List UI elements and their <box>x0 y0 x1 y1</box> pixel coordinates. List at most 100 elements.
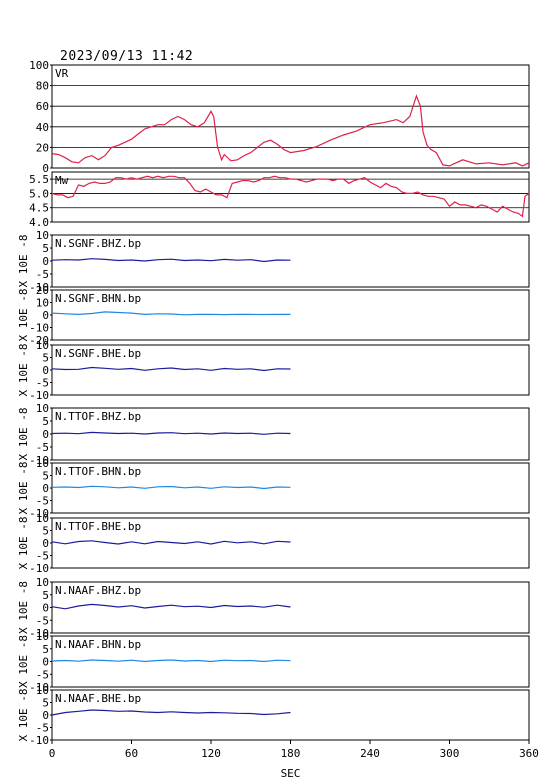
y-axis-label-sgnf-bhn: X 10E -8 <box>17 289 30 342</box>
y-tick-label: 10 <box>36 402 49 415</box>
x-tick-label: 300 <box>440 747 460 760</box>
y-axis-label-naaf-bhn: X 10E -8 <box>17 635 30 688</box>
y-tick-label: 5 <box>42 415 49 428</box>
panel-label-ttof-bhz: N.TTOF.BHZ.bp <box>55 410 141 423</box>
y-tick-label: 80 <box>36 80 49 93</box>
y-axis-label-naaf-bhe: X 10E -8 <box>17 689 30 742</box>
panel-label-mw: Mw <box>55 174 69 187</box>
y-tick-label: 10 <box>36 684 49 697</box>
y-tick-label: 10 <box>36 457 49 470</box>
x-tick-label: 60 <box>125 747 138 760</box>
y-tick-label: -5 <box>36 614 49 627</box>
y-tick-label: -10 <box>29 562 49 575</box>
y-tick-label: 10 <box>36 576 49 589</box>
series-line-sgnf-bhe <box>51 366 291 372</box>
series-line-vr <box>51 94 530 167</box>
y-tick-label: 5.5 <box>29 173 49 186</box>
series-line-sgnf-bhn <box>51 311 291 316</box>
y-tick-label: -10 <box>29 627 49 640</box>
y-tick-label: 10 <box>36 512 49 525</box>
panels: 100806040200VR5.55.04.54.0Mw1050-5-10N.S… <box>17 59 530 747</box>
y-tick-label: 40 <box>36 121 49 134</box>
y-tick-label: 5 <box>42 470 49 483</box>
series-line-naaf-bhn <box>51 659 291 663</box>
series-line-mw <box>51 175 530 218</box>
x-tick-label: 240 <box>360 747 380 760</box>
panel-label-sgnf-bhz: N.SGNF.BHZ.bp <box>55 237 141 250</box>
series-line-ttof-bhn <box>51 485 291 490</box>
series-line-ttof-bhz <box>51 431 291 435</box>
y-tick-label: 20 <box>36 284 49 297</box>
x-axis-label: SEC <box>281 767 301 780</box>
y-tick-label: 5 <box>42 589 49 602</box>
y-tick-label: -10 <box>29 389 49 402</box>
y-tick-label: -10 <box>29 681 49 694</box>
y-tick-label: 0 <box>42 709 49 722</box>
y-axis-label-sgnf-bhe: X 10E -8 <box>17 344 30 397</box>
y-tick-label: 0 <box>42 602 49 615</box>
y-tick-label: 0 <box>42 656 49 669</box>
y-tick-label: 0 <box>42 255 49 268</box>
y-tick-label: 4.0 <box>29 216 49 229</box>
y-tick-label: 10 <box>36 229 49 242</box>
y-tick-label: 0 <box>42 537 49 550</box>
panel-label-sgnf-bhn: N.SGNF.BHN.bp <box>55 292 141 305</box>
y-tick-label: 5.0 <box>29 187 49 200</box>
series-line-naaf-bhe <box>51 709 291 716</box>
y-tick-label: -5 <box>36 377 49 390</box>
y-tick-label: 5 <box>42 352 49 365</box>
y-tick-label: -10 <box>29 734 49 747</box>
y-tick-label: 5 <box>42 697 49 710</box>
panel-mw: 5.55.0 4.54.0 Mw <box>29 171 530 229</box>
x-tick-label: 120 <box>201 747 221 760</box>
y-tick-label: 10 <box>36 297 49 310</box>
y-tick-label: 5 <box>42 643 49 656</box>
y-tick-label: 0 <box>42 428 49 441</box>
y-tick-label: -20 <box>29 334 49 347</box>
y-tick-label: -10 <box>29 507 49 520</box>
y-axis-label-ttof-bhz: X 10E -8 <box>17 408 30 461</box>
y-tick-label: -10 <box>29 281 49 294</box>
x-tick-label: 0 <box>49 747 56 760</box>
y-tick-label: -10 <box>29 454 49 467</box>
y-tick-label: 10 <box>36 630 49 643</box>
y-tick-label: 0 <box>42 482 49 495</box>
y-tick-label: 5 <box>42 242 49 255</box>
y-axis-label-naaf-bhz: X 10E -8 <box>17 581 30 634</box>
y-axis-label-ttof-bhn: X 10E -8 <box>17 462 30 515</box>
x-axis: 0 60 120 180 240 300 360 SEC <box>49 740 539 780</box>
y-tick-label: 10 <box>36 339 49 352</box>
panel-frame-vr <box>51 64 530 169</box>
y-tick-label: -5 <box>36 550 49 563</box>
y-tick-label: -5 <box>36 495 49 508</box>
y-tick-label: 60 <box>36 100 49 113</box>
series-line-sgnf-bhz <box>51 258 291 263</box>
x-tick-label: 180 <box>281 747 301 760</box>
y-tick-label: -5 <box>36 722 49 735</box>
y-tick-label: 4.5 <box>29 202 49 215</box>
y-tick-label: 5 <box>42 525 49 538</box>
x-tick-label: 360 <box>519 747 539 760</box>
panel-label-ttof-bhe: N.TTOF.BHE.bp <box>55 520 141 533</box>
y-tick-label: -10 <box>29 322 49 335</box>
panel-label-sgnf-bhe: N.SGNF.BHE.bp <box>55 347 141 360</box>
y-tick-label: 20 <box>36 141 49 154</box>
y-tick-label: 0 <box>42 364 49 377</box>
series-line-naaf-bhz <box>51 603 291 610</box>
y-tick-label: -5 <box>36 668 49 681</box>
series-line-ttof-bhe <box>51 540 291 545</box>
panel-label-ttof-bhn: N.TTOF.BHN.bp <box>55 465 141 478</box>
panel-vr: 100 80 60 40 20 0 VR <box>29 59 530 175</box>
y-tick-label: -5 <box>36 268 49 281</box>
panel-label-vr: VR <box>55 67 69 80</box>
timestamp: 2023/09/13 11:42 <box>60 49 194 64</box>
y-axis-label-ttof-bhe: X 10E -8 <box>17 517 30 570</box>
